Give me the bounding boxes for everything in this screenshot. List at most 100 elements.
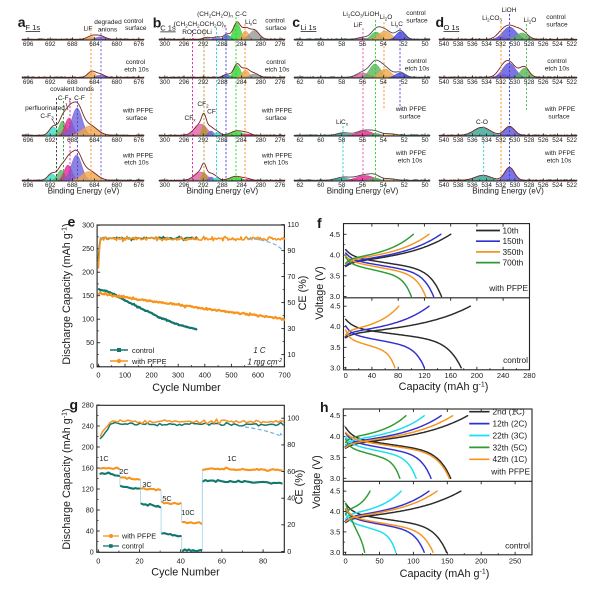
svg-text:540: 540 <box>439 137 450 144</box>
svg-text:0: 0 <box>96 370 100 379</box>
svg-text:526: 526 <box>538 182 549 189</box>
svg-text:540: 540 <box>439 79 450 86</box>
svg-text:C-C: C-C <box>235 11 247 18</box>
svg-text:280: 280 <box>256 41 267 48</box>
svg-text:3.0: 3.0 <box>330 548 340 557</box>
svg-text:54: 54 <box>380 182 388 189</box>
svg-text:LiF: LiF <box>83 26 92 33</box>
svg-text:284: 284 <box>236 182 247 189</box>
svg-text:696: 696 <box>23 182 34 189</box>
svg-text:etch 10s: etch 10s <box>124 67 149 74</box>
svg-text:540: 540 <box>439 182 450 189</box>
svg-text:with PFPE: with PFPE <box>131 357 167 366</box>
svg-text:288: 288 <box>217 137 228 144</box>
svg-text:4.5: 4.5 <box>330 230 340 239</box>
svg-text:3.0: 3.0 <box>330 474 340 483</box>
svg-text:58: 58 <box>338 137 346 144</box>
svg-text:80: 80 <box>394 371 402 380</box>
svg-text:296: 296 <box>179 41 190 48</box>
svg-text:anions: anions <box>98 26 118 33</box>
svg-text:528: 528 <box>524 79 535 86</box>
svg-text:CE (%): CE (%) <box>297 276 309 311</box>
svg-text:F 1s: F 1s <box>26 23 41 32</box>
svg-text:160: 160 <box>82 463 94 472</box>
svg-text:676: 676 <box>134 137 145 144</box>
svg-text:680: 680 <box>111 79 122 86</box>
svg-text:240: 240 <box>82 421 94 430</box>
svg-text:526: 526 <box>538 41 549 48</box>
svg-text:surface: surface <box>125 25 147 32</box>
svg-text:4.0: 4.0 <box>330 322 340 331</box>
svg-text:60: 60 <box>317 41 325 48</box>
svg-text:(CH2CH2OCH2O)n: (CH2CH2OCH2O)n <box>174 21 227 29</box>
svg-text:60: 60 <box>317 137 325 144</box>
svg-text:LiOH: LiOH <box>502 7 517 14</box>
svg-text:10C: 10C <box>181 508 194 517</box>
svg-text:40: 40 <box>368 371 376 380</box>
svg-text:control: control <box>407 58 427 65</box>
svg-text:60: 60 <box>317 79 325 86</box>
svg-text:530: 530 <box>510 41 521 48</box>
svg-text:control: control <box>124 18 144 25</box>
svg-text:110: 110 <box>287 220 298 229</box>
svg-text:4.5: 4.5 <box>330 487 340 496</box>
svg-text:2C: 2C <box>119 467 128 476</box>
svg-text:50: 50 <box>86 338 94 347</box>
svg-text:1 mg cm-2: 1 mg cm-2 <box>247 358 282 367</box>
svg-text:54: 54 <box>380 137 388 144</box>
svg-text:240: 240 <box>497 371 510 380</box>
svg-text:532: 532 <box>496 137 507 144</box>
svg-text:10: 10 <box>287 350 295 359</box>
svg-text:c: c <box>292 14 300 30</box>
svg-text:534: 534 <box>481 137 492 144</box>
svg-text:500: 500 <box>225 370 237 379</box>
svg-text:696: 696 <box>23 137 34 144</box>
svg-text:32th (5C): 32th (5C) <box>493 442 528 452</box>
svg-text:LixC: LixC <box>245 19 257 27</box>
svg-text:50: 50 <box>421 79 429 86</box>
svg-text:600: 600 <box>252 370 264 379</box>
svg-text:150: 150 <box>82 291 94 300</box>
svg-text:684: 684 <box>89 79 100 86</box>
svg-text:532: 532 <box>496 182 507 189</box>
svg-text:56: 56 <box>359 41 367 48</box>
svg-text:3.5: 3.5 <box>330 453 340 462</box>
svg-text:52: 52 <box>401 182 409 189</box>
svg-text:control: control <box>406 10 426 17</box>
svg-text:692: 692 <box>45 182 56 189</box>
svg-text:40: 40 <box>287 494 295 503</box>
svg-text:522: 522 <box>566 182 577 189</box>
svg-text:528: 528 <box>524 41 535 48</box>
svg-text:f: f <box>317 215 322 231</box>
svg-text:60: 60 <box>317 182 325 189</box>
svg-text:2nd (1C): 2nd (1C) <box>493 407 526 417</box>
svg-text:350th: 350th <box>503 247 524 257</box>
svg-text:692: 692 <box>45 79 56 86</box>
svg-text:524: 524 <box>552 182 563 189</box>
svg-text:control: control <box>132 346 155 355</box>
svg-text:etch 10s: etch 10s <box>398 158 423 165</box>
svg-text:22th (3C): 22th (3C) <box>493 430 528 440</box>
svg-text:0: 0 <box>344 556 348 565</box>
svg-text:292: 292 <box>198 79 209 86</box>
svg-text:LiCx: LiCx <box>336 119 349 127</box>
svg-text:1 C: 1 C <box>253 346 266 355</box>
svg-text:Li 1s: Li 1s <box>301 23 317 32</box>
svg-text:288: 288 <box>217 79 228 86</box>
svg-text:Binding Energy (eV): Binding Energy (eV) <box>48 187 120 196</box>
svg-text:surface: surface <box>548 114 570 121</box>
svg-text:with PFPE: with PFPE <box>395 106 427 113</box>
svg-text:90: 90 <box>287 246 295 255</box>
svg-text:538: 538 <box>453 182 464 189</box>
svg-text:56: 56 <box>359 182 367 189</box>
svg-text:0: 0 <box>96 556 100 565</box>
svg-text:g: g <box>70 397 79 413</box>
svg-text:C-F: C-F <box>74 95 85 102</box>
svg-text:526: 526 <box>538 79 549 86</box>
svg-text:surface: surface <box>126 115 148 122</box>
svg-text:676: 676 <box>134 182 145 189</box>
svg-text:60: 60 <box>287 467 295 476</box>
svg-text:300: 300 <box>160 137 171 144</box>
svg-text:200: 200 <box>145 370 157 379</box>
svg-text:with PFPE: with PFPE <box>488 283 528 293</box>
